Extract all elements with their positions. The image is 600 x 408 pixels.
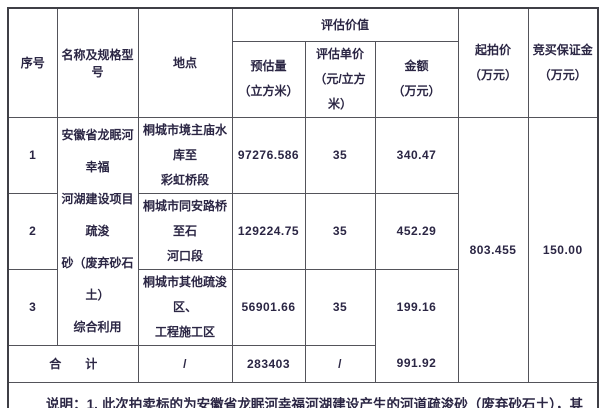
row2-location-cell: 桐城市同安路桥至石 河口段: [137, 192, 233, 270]
header-deposit-line1: 竞买保证金: [532, 42, 593, 57]
row3-location-line2: 工程施工区: [154, 324, 215, 339]
total-unit-price-cell: /: [304, 344, 376, 383]
row1-volume-cell: 97276.586: [231, 116, 306, 194]
total-label-cell: 合 计: [7, 344, 139, 383]
row1-unit-price: 35: [332, 148, 348, 162]
row2-location-line2: 河口段: [166, 248, 203, 263]
header-unit-price-line1: 评估单价: [315, 46, 364, 61]
total-unit-price: /: [338, 356, 342, 371]
total-location-cell: /: [137, 344, 233, 383]
total-volume: 283403: [246, 356, 291, 371]
header-location-label: 地点: [172, 56, 197, 71]
total-volume-cell: 283403: [231, 344, 306, 383]
deposit-value: 150.00: [542, 242, 583, 257]
header-row-2: 预估量 （立方米） 评估单价 （元/立方米） 金额 （万元）: [8, 40, 598, 118]
row3-unit-price-cell: 35: [304, 268, 376, 346]
header-volume-line2: （立方米）: [238, 84, 299, 98]
auction-evaluation-table: 序号 名称及规格型号 地点 评估价值 起拍价 （万元） 竞买保证金 （万元） 预…: [7, 7, 600, 408]
header-amount-line1: 金额: [404, 59, 429, 73]
row2-location-line1: 桐城市同安路桥至石: [142, 198, 227, 238]
row3-location-line1: 桐城市其他疏浚区、: [142, 274, 227, 314]
header-name-spec: 名称及规格型号: [56, 7, 139, 118]
item-name-line2: 河湖建设项目疏浚: [61, 192, 134, 238]
header-amount-line2: （万元）: [392, 84, 441, 98]
header-unit-price: 评估单价 （元/立方米）: [304, 40, 376, 118]
starting-price-merged-cell: 803.455: [457, 116, 529, 383]
header-starting-price-line1: 起拍价: [475, 42, 512, 57]
total-amount-cell: 991.92: [374, 345, 459, 383]
row1-amount: 340.47: [396, 148, 437, 162]
notes-row: 说明：1. 此次拍卖标的为安徽省龙眠河幸福河湖建设产生的河道疏浚砂（废弃砂石土）…: [7, 381, 599, 408]
note-paragraph-1: 说明：1. 此次拍卖标的为安徽省龙眠河幸福河湖建设产生的河道疏浚砂（废弃砂石土）…: [19, 392, 583, 408]
total-label: 合 计: [49, 357, 98, 371]
row2-volume-cell: 129224.75: [231, 192, 306, 270]
item-name-line3: 砂（废弃砂石土）: [61, 256, 134, 302]
header-deposit-line2: （万元）: [538, 67, 587, 82]
row2-serial: 2: [29, 224, 37, 238]
header-volume-line1: 预估量: [250, 59, 287, 73]
total-location: /: [183, 356, 187, 371]
row1-unit-price-cell: 35: [304, 116, 376, 194]
header-evaluation-group-label: 评估价值: [321, 18, 370, 33]
row1-amount-cell: 340.47: [374, 116, 459, 194]
row2-serial-cell: 2: [7, 192, 58, 270]
item-name-merged-cell: 安徽省龙眠河幸福 河湖建设项目疏浚 砂（废弃砂石土） 综合利用: [56, 116, 139, 346]
header-row-1: 序号 名称及规格型号 地点 评估价值 起拍价 （万元） 竞买保证金 （万元）: [7, 7, 599, 118]
starting-price-value: 803.455: [469, 242, 517, 257]
total-row: 合 计 / 283403 / 991.92: [7, 344, 598, 383]
row2-unit-price: 35: [332, 224, 348, 238]
row2-volume: 129224.75: [237, 224, 300, 238]
row1-serial: 1: [29, 148, 37, 162]
table-row-1: 1 安徽省龙眠河幸福 河湖建设项目疏浚 砂（废弃砂石土） 综合利用 桐城市境主庙…: [7, 116, 599, 383]
header-estimated-volume: 预估量 （立方米）: [231, 40, 306, 118]
header-name-spec-label: 名称及规格型号: [61, 47, 134, 79]
header-amount: 金额 （万元）: [374, 40, 459, 118]
deposit-merged-cell: 150.00: [527, 116, 599, 383]
header-location: 地点: [137, 7, 233, 118]
row1-serial-cell: 1: [7, 116, 58, 194]
item-name-line4: 综合利用: [73, 320, 122, 334]
header-unit-price-line2: （元/立方米）: [314, 71, 366, 111]
row3-serial: 3: [29, 300, 37, 314]
row1-location-line2: 彩虹桥段: [160, 172, 209, 187]
row3-unit-price: 35: [332, 300, 348, 314]
row3-location-cell: 桐城市其他疏浚区、 工程施工区: [137, 268, 233, 346]
header-evaluation-group: 评估价值: [231, 7, 459, 42]
header-starting-price-line2: （万元）: [469, 67, 518, 82]
header-serial-label: 序号: [20, 56, 45, 71]
row3-volume: 56901.66: [241, 300, 296, 314]
row2-unit-price-cell: 35: [304, 192, 376, 270]
row3-serial-cell: 3: [7, 268, 58, 346]
notes-cell: 说明：1. 此次拍卖标的为安徽省龙眠河幸福河湖建设产生的河道疏浚砂（废弃砂石土）…: [7, 381, 599, 408]
row3-amount: 199.16: [396, 300, 437, 315]
row3-amount-cell: 199.16: [374, 268, 459, 345]
item-name-line1: 安徽省龙眠河幸福: [61, 128, 134, 174]
row2-amount-cell: 452.29: [374, 192, 459, 270]
header-starting-price: 起拍价 （万元）: [457, 7, 529, 118]
row3-volume-cell: 56901.66: [231, 268, 306, 346]
note1-text-part1: 说明：1. 此次拍卖标的为安徽省龙眠河幸福河湖建设产生的河道疏浚砂（废弃砂石土）…: [46, 396, 584, 408]
row1-location-line1: 桐城市境主庙水库至: [142, 122, 227, 162]
header-serial-number: 序号: [7, 7, 58, 118]
table-row-3: 3 桐城市其他疏浚区、 工程施工区 56901.66 35 199.16: [7, 268, 598, 346]
table-row-2: 2 桐城市同安路桥至石 河口段 129224.75 35 452.29: [7, 192, 598, 270]
total-amount: 991.92: [396, 356, 437, 371]
row1-location-cell: 桐城市境主庙水库至 彩虹桥段: [137, 116, 233, 194]
header-deposit: 竞买保证金 （万元）: [527, 7, 599, 118]
row1-volume: 97276.586: [237, 148, 300, 162]
row2-amount: 452.29: [396, 224, 437, 238]
